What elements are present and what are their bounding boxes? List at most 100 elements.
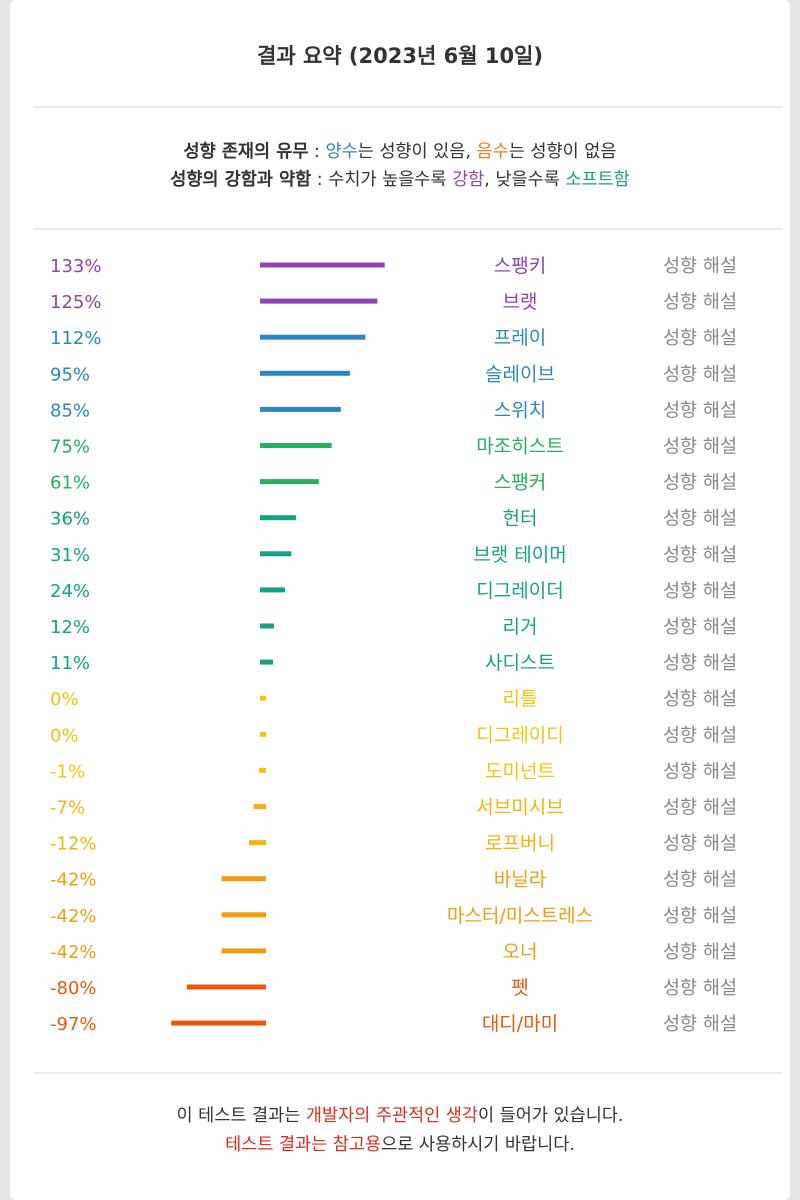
divider-top bbox=[34, 106, 782, 108]
value-label: 85% bbox=[50, 400, 90, 421]
explanation-link[interactable]: 성향 해설 bbox=[663, 725, 737, 746]
result-card: 결과 요약 (2023년 6월 10일) 성향 존재의 유무 : 양수는 성향이… bbox=[10, 0, 790, 1200]
disclaimer-2b: 으로 사용하시기 바랍니다. bbox=[381, 1135, 575, 1155]
divider-bottom bbox=[34, 1072, 782, 1074]
category-label: 스위치 bbox=[494, 399, 546, 421]
value-label: 61% bbox=[50, 473, 90, 494]
category-label: 마조히스트 bbox=[476, 436, 563, 458]
category-label: 리거 bbox=[503, 616, 538, 638]
legend-strength-label: 성향의 강함과 약함 bbox=[170, 170, 312, 190]
explanation-link[interactable]: 성향 해설 bbox=[663, 328, 737, 349]
category-label: 헌터 bbox=[503, 508, 538, 530]
value-label: -97% bbox=[50, 1014, 97, 1035]
value-label: -42% bbox=[50, 942, 97, 963]
category-label: 슬레이브 bbox=[485, 363, 555, 385]
bar bbox=[260, 443, 332, 448]
value-label: 24% bbox=[50, 581, 90, 602]
value-label: 12% bbox=[50, 617, 90, 638]
category-label: 디그레이디 bbox=[476, 724, 563, 746]
category-label: 스팽키 bbox=[494, 255, 546, 277]
disclaimer-1c: 이 들어가 있습니다. bbox=[478, 1106, 624, 1126]
legend-strength-mid: , 낮을수록 bbox=[484, 170, 566, 190]
legend-strong: 강함 bbox=[452, 170, 485, 190]
explanation-link[interactable]: 성향 해설 bbox=[663, 437, 737, 458]
bar bbox=[260, 334, 366, 340]
legend-presence-label: 성향 존재의 유무 bbox=[183, 142, 309, 162]
bar bbox=[260, 659, 274, 665]
explanation-link[interactable]: 성향 해설 bbox=[663, 292, 737, 313]
explanation-link[interactable]: 성향 해설 bbox=[663, 509, 737, 530]
page-title: 결과 요약 (2023년 6월 10일) bbox=[257, 44, 543, 68]
legend-line-presence: 성향 존재의 유무 : 양수는 성향이 있음, 음수는 성향이 없음 bbox=[10, 138, 790, 163]
category-label: 오너 bbox=[503, 941, 538, 963]
disclaimer-2a: 테스트 결과는 참고용 bbox=[225, 1135, 382, 1155]
category-label: 리틀 bbox=[503, 688, 538, 710]
category-label: 브랫 bbox=[503, 291, 538, 313]
legend-line-strength: 성향의 강함과 약함 : 수치가 높을수록 강함, 낮을수록 소프트함 bbox=[10, 166, 790, 191]
divider-legend bbox=[34, 228, 782, 230]
explanation-link[interactable]: 성향 해설 bbox=[663, 256, 737, 277]
explanation-link[interactable]: 성향 해설 bbox=[663, 942, 737, 963]
explanation-link[interactable]: 성향 해설 bbox=[663, 761, 737, 782]
category-label: 스팽커 bbox=[494, 472, 546, 494]
bar bbox=[260, 731, 266, 737]
bar bbox=[249, 840, 266, 846]
legend-strength-sep: : 수치가 높을수록 bbox=[311, 170, 453, 190]
disclaimer-1a: 이 테스트 결과는 bbox=[176, 1106, 306, 1126]
explanation-link[interactable]: 성향 해설 bbox=[663, 617, 737, 638]
legend-soft: 소프트함 bbox=[565, 170, 630, 190]
explanation-link[interactable]: 성향 해설 bbox=[663, 653, 737, 674]
value-label: 75% bbox=[50, 437, 90, 458]
explanation-link[interactable]: 성향 해설 bbox=[663, 689, 737, 710]
value-label: 31% bbox=[50, 545, 90, 566]
value-label: 0% bbox=[50, 725, 79, 746]
bar bbox=[260, 370, 350, 376]
category-label: 브랫 테이머 bbox=[473, 544, 566, 566]
explanation-link[interactable]: 성향 해설 bbox=[663, 870, 737, 891]
bar bbox=[171, 1020, 266, 1026]
explanation-link[interactable]: 성향 해설 bbox=[663, 1014, 737, 1035]
value-label: -1% bbox=[50, 761, 85, 782]
bar bbox=[260, 298, 378, 304]
explanation-link[interactable]: 성향 해설 bbox=[663, 978, 737, 999]
category-label: 디그레이더 bbox=[476, 580, 563, 602]
legend-presence-sep: : bbox=[308, 142, 326, 162]
disclaimer-line-2: 테스트 결과는 참고용으로 사용하시기 바랍니다. bbox=[10, 1131, 790, 1156]
category-label: 사디스트 bbox=[485, 652, 555, 674]
explanation-link[interactable]: 성향 해설 bbox=[663, 545, 737, 566]
explanation-link[interactable]: 성향 해설 bbox=[663, 798, 737, 819]
bar bbox=[260, 406, 341, 412]
bar bbox=[260, 262, 385, 268]
value-label: -12% bbox=[50, 834, 97, 855]
bar bbox=[221, 948, 266, 954]
value-label: 11% bbox=[50, 653, 90, 674]
value-label: -42% bbox=[50, 906, 97, 927]
value-label: 0% bbox=[50, 689, 79, 710]
value-label: 112% bbox=[50, 328, 101, 349]
explanation-link[interactable]: 성향 해설 bbox=[663, 364, 737, 385]
legend-negative-desc: 는 성향이 없음 bbox=[508, 142, 617, 162]
bar bbox=[221, 876, 266, 882]
category-label: 도미넌트 bbox=[485, 760, 555, 782]
legend-positive: 양수 bbox=[325, 142, 358, 162]
value-label: -7% bbox=[50, 798, 85, 819]
bar bbox=[260, 515, 296, 521]
bar bbox=[259, 767, 266, 773]
category-label: 바닐라 bbox=[494, 869, 546, 891]
disclaimer-1b: 개발자의 주관적인 생각 bbox=[305, 1106, 478, 1126]
disclaimer-line-1: 이 테스트 결과는 개발자의 주관적인 생각이 들어가 있습니다. bbox=[10, 1102, 790, 1127]
explanation-link[interactable]: 성향 해설 bbox=[663, 834, 737, 855]
explanation-link[interactable]: 성향 해설 bbox=[663, 906, 737, 927]
category-label: 프레이 bbox=[494, 327, 546, 349]
explanation-link[interactable]: 성향 해설 bbox=[663, 400, 737, 421]
explanation-link[interactable]: 성향 해설 bbox=[663, 581, 737, 602]
bar bbox=[260, 551, 292, 557]
bar bbox=[260, 479, 319, 485]
bar bbox=[260, 587, 285, 593]
bar bbox=[221, 912, 266, 918]
bar bbox=[260, 623, 274, 629]
category-label: 대디/마미 bbox=[482, 1013, 558, 1035]
explanation-link[interactable]: 성향 해설 bbox=[663, 473, 737, 494]
bar bbox=[253, 804, 266, 809]
